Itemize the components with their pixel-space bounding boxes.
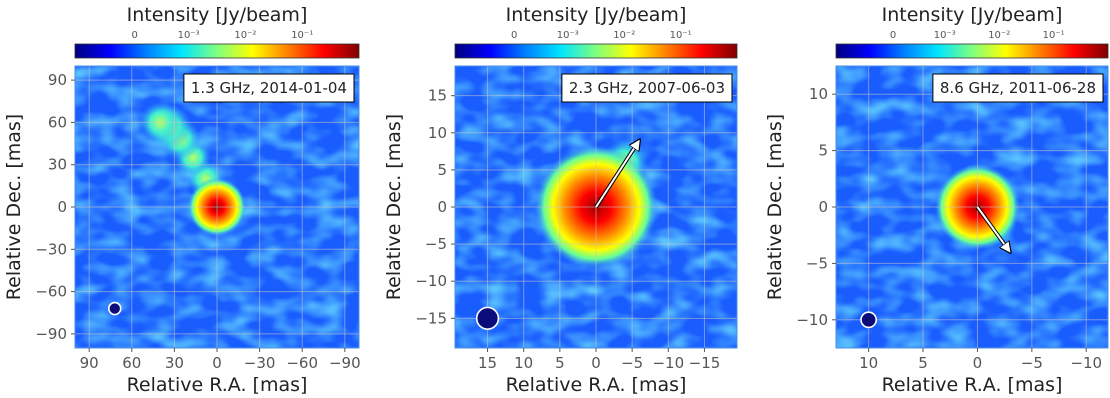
y-tick-label: 10 (809, 85, 828, 103)
colorbar-tick-label: 10⁻³ (557, 30, 579, 41)
y-tick-label: −5 (425, 235, 447, 253)
intensity-map (836, 66, 1108, 348)
y-tick-label: 60 (48, 113, 67, 131)
y-tick-label: −60 (35, 283, 67, 301)
x-tick-label: −30 (244, 354, 276, 372)
panel-title-box: 1.3 GHz, 2014-01-04 (183, 73, 355, 103)
x-tick-label: 30 (165, 354, 184, 372)
x-axis-label: Relative R.A. [mas] (882, 374, 1063, 396)
y-axis-label: Relative Dec. [mas] (3, 114, 25, 300)
y-tick-label: −90 (35, 325, 67, 343)
colorbar (454, 43, 738, 59)
y-tick-label: −15 (415, 309, 447, 327)
x-tick-label: −60 (286, 354, 318, 372)
x-tick-label: −90 (329, 354, 361, 372)
y-tick-label: −10 (796, 311, 828, 329)
panel-title: 1.3 GHz, 2014-01-04 (191, 79, 347, 97)
x-tick-label: 15 (478, 354, 497, 372)
colorbar-label: Intensity [Jy/beam] (506, 4, 687, 26)
colorbar-tick-label: 10⁻² (613, 30, 635, 41)
x-tick-label: 5 (555, 354, 565, 372)
panel-title-box: 2.3 GHz, 2007-06-03 (561, 73, 733, 103)
motion-arrow (595, 140, 639, 208)
colorbar-tick-label: 10⁻¹ (1043, 30, 1065, 41)
x-tick-label: −10 (652, 354, 684, 372)
colorbar-label: Intensity [Jy/beam] (127, 4, 308, 26)
y-tick-label: 0 (437, 198, 447, 216)
panel-title: 8.6 GHz, 2011-06-28 (940, 79, 1096, 97)
colorbar-tick-label: 0 (511, 30, 517, 41)
y-tick-label: −30 (35, 240, 67, 258)
x-tick-label: 5 (918, 354, 928, 372)
motion-arrow (976, 206, 1010, 252)
y-axis-label: Relative Dec. [mas] (383, 114, 405, 300)
beam-ellipse (107, 301, 122, 316)
panel-title: 2.3 GHz, 2007-06-03 (569, 79, 725, 97)
x-tick-label: 10 (514, 354, 533, 372)
x-tick-label: 0 (973, 354, 983, 372)
panel-2: Intensity [Jy/beam] 0 10⁻³ 10⁻² 10⁻¹ 2.3 GHz,… (383, 4, 738, 396)
colorbar-tick-label: 10⁻³ (178, 30, 200, 41)
y-tick-label: 5 (437, 161, 447, 179)
colorbar-tick-label: 0 (131, 30, 137, 41)
y-tick-label: 5 (818, 142, 828, 160)
x-tick-label: 0 (591, 354, 601, 372)
y-tick-label: 90 (48, 71, 67, 89)
beam-ellipse (860, 311, 878, 329)
x-tick-label: 10 (859, 354, 878, 372)
x-tick-label: 0 (212, 354, 222, 372)
colorbar (74, 43, 360, 59)
x-axis-label: Relative R.A. [mas] (506, 374, 687, 396)
y-tick-label: −10 (415, 272, 447, 290)
x-tick-label: −10 (1070, 354, 1102, 372)
colorbar-tick-label: 10⁻¹ (670, 30, 692, 41)
colorbar-tick-label: 10⁻² (988, 30, 1010, 41)
x-tick-label: 60 (122, 354, 141, 372)
x-axis-label: Relative R.A. [mas] (127, 374, 308, 396)
y-tick-label: 0 (57, 198, 67, 216)
y-tick-label: 10 (428, 124, 447, 142)
x-tick-label: −5 (1021, 354, 1043, 372)
colorbar-tick-label: 0 (890, 30, 896, 41)
colorbar (835, 43, 1109, 59)
y-tick-label: 15 (428, 87, 447, 105)
panel-3: Intensity [Jy/beam] 0 10⁻³ 10⁻² 10⁻¹ 8.6 GHz,… (764, 4, 1109, 396)
beam-ellipse (475, 306, 500, 330)
colorbar-tick-label: 10⁻² (234, 30, 256, 41)
x-tick-label: −15 (689, 354, 721, 372)
colorbar-label: Intensity [Jy/beam] (882, 4, 1063, 26)
intensity-map (455, 66, 737, 348)
intensity-map (75, 66, 359, 348)
y-tick-label: 0 (818, 198, 828, 216)
panel-1: Intensity [Jy/beam] 0 10⁻³ 10⁻² 10⁻¹ 1.3 GHz,… (3, 4, 361, 396)
y-tick-label: −5 (806, 254, 828, 272)
x-tick-label: 90 (80, 354, 99, 372)
y-axis-label: Relative Dec. [mas] (764, 114, 786, 300)
y-tick-label: 30 (48, 156, 67, 174)
colorbar-tick-label: 10⁻¹ (291, 30, 313, 41)
x-tick-label: −5 (621, 354, 643, 372)
colorbar-tick-label: 10⁻³ (934, 30, 956, 41)
panel-title-box: 8.6 GHz, 2011-06-28 (932, 73, 1104, 103)
